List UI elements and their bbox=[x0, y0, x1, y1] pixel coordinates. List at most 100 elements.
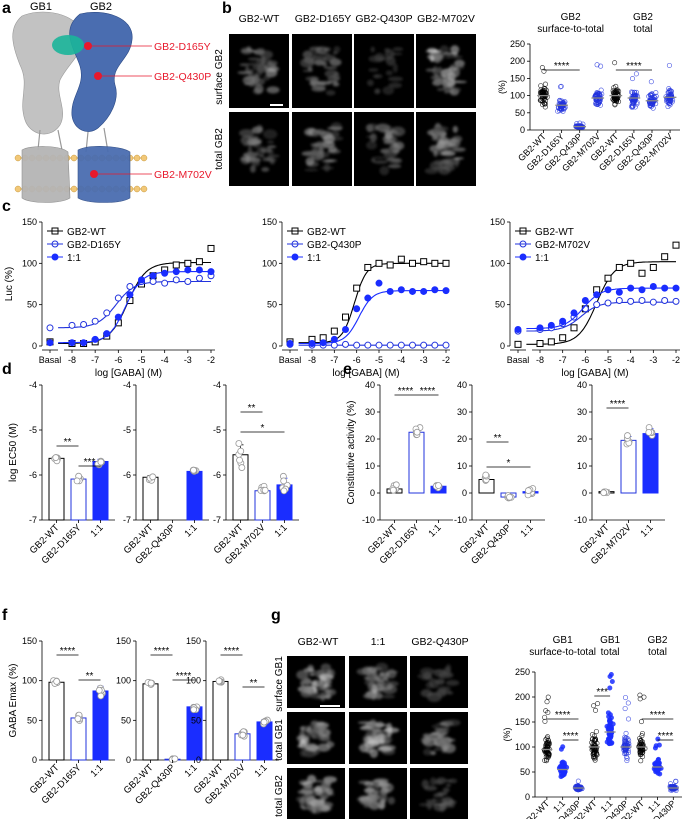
cell-signal bbox=[442, 731, 448, 736]
cell-signal bbox=[392, 47, 404, 52]
data-point bbox=[68, 339, 76, 347]
y-tick-label: 50 bbox=[121, 715, 131, 725]
cell-signal bbox=[384, 130, 398, 134]
data-point bbox=[612, 94, 618, 100]
data-point bbox=[342, 340, 349, 348]
cell-signal bbox=[248, 84, 254, 88]
data-point bbox=[207, 268, 215, 276]
data-point bbox=[661, 253, 669, 261]
x-tick-label: -3 bbox=[184, 355, 192, 365]
replicate-point bbox=[524, 487, 532, 494]
significance-label: * bbox=[507, 458, 511, 469]
legend-label: 1:1 bbox=[307, 253, 321, 264]
data-point bbox=[576, 786, 582, 792]
y-tick-label: -7 bbox=[123, 515, 131, 525]
cell-signal bbox=[311, 55, 327, 65]
data-point bbox=[126, 291, 134, 299]
data-point bbox=[655, 757, 661, 763]
y-tick-label: 150 bbox=[116, 636, 131, 646]
data-point bbox=[330, 327, 338, 335]
cell-signal bbox=[387, 796, 396, 805]
x-tick-label: -2 bbox=[207, 355, 215, 365]
data-point bbox=[637, 692, 643, 698]
replicate-point bbox=[171, 755, 179, 763]
data-point bbox=[591, 703, 597, 709]
y-tick-label: -4 bbox=[213, 380, 221, 390]
tile-g-1-2-cell bbox=[420, 719, 461, 756]
bar bbox=[212, 680, 229, 761]
cell-signal bbox=[454, 59, 465, 68]
y-tick-label: 150 bbox=[490, 217, 505, 227]
data-point bbox=[540, 89, 546, 95]
panel-label-e: e bbox=[343, 361, 352, 378]
data-point bbox=[664, 98, 670, 104]
data-point bbox=[593, 301, 601, 309]
cell-signal bbox=[433, 781, 443, 785]
tile-g-0-1-cell bbox=[356, 662, 399, 701]
panel-label-c: c bbox=[2, 198, 11, 215]
cell-signal bbox=[378, 795, 388, 802]
legend-label: GB2-WT bbox=[307, 227, 346, 238]
tile-g-1-1-cell bbox=[357, 719, 400, 759]
row-label-b-total: total GB2 bbox=[214, 128, 225, 170]
data-point bbox=[604, 286, 612, 294]
data-point bbox=[557, 101, 563, 107]
group-title: GB1 bbox=[600, 635, 620, 646]
data-point bbox=[114, 294, 122, 302]
data-point bbox=[616, 99, 622, 105]
data-point bbox=[542, 714, 548, 720]
data-point bbox=[184, 266, 192, 274]
data-point bbox=[68, 321, 76, 329]
chart-c1: 0 50 100 150 Luc (%) Basal -8 -7 -6 -5 -4 -3 -2 log [… bbox=[4, 217, 215, 379]
cell-signal bbox=[309, 798, 325, 808]
lipid-head bbox=[133, 185, 141, 193]
cell-signal bbox=[307, 726, 312, 730]
cell-signal bbox=[443, 52, 459, 55]
cell-signal bbox=[266, 86, 280, 94]
y-tick-label: 50 bbox=[520, 767, 530, 777]
data-point bbox=[546, 753, 552, 759]
significance-label: **** bbox=[658, 731, 674, 742]
data-point bbox=[622, 706, 628, 712]
cell-signal bbox=[251, 160, 260, 167]
cell-signal bbox=[302, 780, 313, 789]
replicate-point bbox=[97, 692, 105, 700]
y-tick-label: -6 bbox=[29, 470, 37, 480]
y-tick-label: 150 bbox=[22, 217, 37, 227]
col-header-g-wt: GB2-WT bbox=[298, 636, 339, 648]
cell-signal bbox=[301, 678, 307, 683]
cell-signal bbox=[369, 719, 377, 728]
data-point bbox=[545, 710, 551, 716]
data-point bbox=[364, 294, 372, 302]
y-tick-label: 150 bbox=[510, 73, 525, 83]
x-tick-label: -5 bbox=[137, 355, 145, 365]
y-tick-label: -6 bbox=[213, 470, 221, 480]
data-point bbox=[442, 287, 450, 295]
cell-signal bbox=[325, 693, 332, 700]
data-point bbox=[431, 286, 439, 294]
data-point bbox=[364, 263, 372, 271]
data-point bbox=[629, 76, 635, 82]
cell-signal bbox=[431, 732, 437, 735]
significance-label: **** bbox=[555, 710, 571, 721]
cell-signal bbox=[309, 805, 324, 814]
gb2-label: GB2 bbox=[90, 1, 112, 13]
significance-label: ** bbox=[494, 433, 502, 444]
data-point bbox=[627, 284, 635, 292]
data-point bbox=[319, 339, 327, 347]
data-point bbox=[649, 263, 657, 271]
cell-signal bbox=[325, 90, 336, 96]
data-point bbox=[607, 685, 613, 691]
data-point bbox=[639, 730, 645, 736]
x-tick-label: Basal bbox=[39, 355, 62, 365]
legend-label: GB2-M702V bbox=[535, 240, 590, 251]
data-point bbox=[184, 259, 192, 267]
col-header-g-coexp: 1:1 bbox=[371, 636, 386, 648]
panel-label-g: g bbox=[271, 607, 281, 624]
cell-signal bbox=[318, 673, 334, 681]
chart-c3: 0 50 100 150 Basal -8 -7 -6 -5 -4 -3 -2 log [GABA] (… bbox=[490, 217, 680, 379]
x-tick-label: 1:1 bbox=[88, 762, 105, 779]
data-point bbox=[615, 263, 623, 271]
